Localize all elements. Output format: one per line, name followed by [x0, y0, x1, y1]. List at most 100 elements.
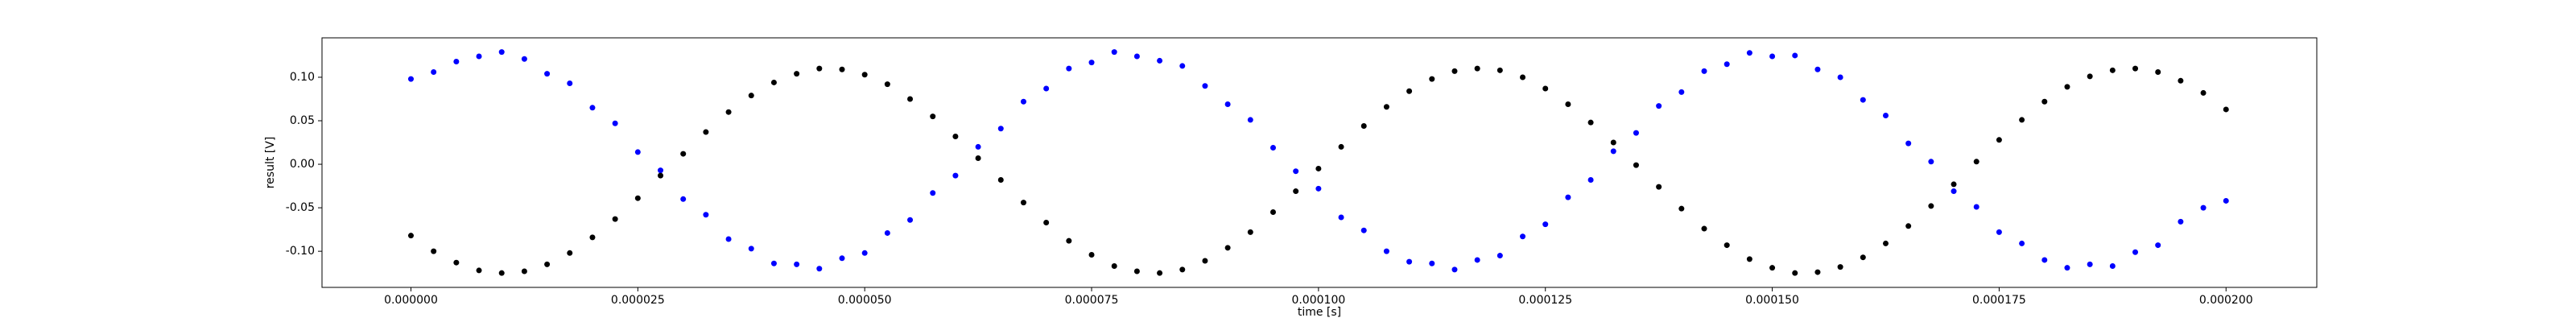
scatter-point [1837, 264, 1843, 270]
scatter-point [1451, 266, 1458, 273]
scatter-point [975, 143, 981, 150]
scatter-point [658, 172, 664, 179]
x-tick-label: 0.000025 [611, 294, 665, 307]
scatter-point [498, 49, 505, 56]
x-tick-label: 0.000175 [1972, 294, 2026, 307]
scatter-point [1202, 258, 1208, 264]
scatter-point [2155, 68, 2161, 75]
scatter-point [839, 255, 845, 262]
scatter-point [1656, 103, 1662, 109]
scatter-point [930, 114, 936, 120]
x-axis-label: time [s] [1298, 306, 1341, 319]
scatter-point [1814, 66, 1821, 72]
scatter-point [1928, 203, 1934, 209]
scatter-point [1860, 254, 1866, 261]
scatter-point [794, 71, 800, 77]
scatter-point [839, 66, 845, 72]
scatter-point [997, 126, 1004, 132]
scatter-point [1542, 85, 1549, 92]
scatter-point [1724, 242, 1730, 249]
scatter-point [1429, 76, 1435, 82]
scatter-point [2019, 240, 2025, 246]
scatter-point [431, 248, 437, 254]
plot-frame [321, 37, 2318, 288]
scatter-point [1406, 258, 1413, 265]
scatter-point [2223, 106, 2229, 113]
scatter-point [1383, 104, 1389, 110]
x-tick-label: 0.000000 [384, 294, 438, 307]
scatter-point [680, 151, 687, 157]
scatter-point [1224, 245, 1231, 251]
y-tick-label: -0.10 [286, 245, 315, 258]
scatter-point [634, 149, 641, 155]
scatter-point [2109, 263, 2116, 270]
y-tick-label: -0.05 [286, 201, 315, 214]
scatter-point [1020, 200, 1026, 206]
scatter-point [1133, 53, 1140, 60]
scatter-point [589, 234, 596, 241]
scatter-point [1610, 139, 1616, 146]
scatter-point [1996, 229, 2002, 235]
scatter-point [1769, 53, 1776, 60]
scatter-point [1202, 83, 1208, 89]
scatter-point [816, 65, 823, 72]
scatter-point [407, 76, 414, 82]
scatter-point [1724, 61, 1730, 68]
scatter-point [1746, 50, 1752, 56]
scatter-point [1179, 266, 1186, 273]
scatter-point [1951, 188, 1957, 195]
scatter-point [997, 177, 1004, 184]
scatter-point [1111, 49, 1117, 56]
scatter-point [1882, 240, 1889, 246]
scatter-point [1224, 101, 1231, 107]
scatter-point [725, 109, 732, 115]
scatter-point [1429, 260, 1435, 266]
scatter-point [1270, 145, 1277, 151]
scatter-point [1542, 221, 1549, 228]
scatter-point [1043, 85, 1050, 92]
scatter-point [1587, 119, 1594, 126]
scatter-point [2064, 84, 2070, 90]
scatter-point [1701, 68, 1707, 74]
scatter-point [1247, 229, 1253, 235]
x-tick-label: 0.000125 [1518, 294, 1572, 307]
scatter-point [431, 68, 437, 75]
scatter-point [861, 72, 868, 78]
scatter-point [476, 53, 482, 60]
scatter-point [567, 80, 573, 87]
scatter-point [1088, 251, 1095, 258]
scatter-point [2087, 73, 2093, 80]
scatter-point [1157, 57, 1163, 64]
scatter-point [1293, 168, 1299, 175]
scatter-point [703, 129, 709, 135]
scatter-point [748, 246, 754, 252]
scatter-point [1882, 113, 1889, 119]
scatter-point [725, 236, 732, 242]
scatter-point [521, 268, 527, 275]
scatter-point [1338, 214, 1344, 221]
scatter-point [1973, 204, 1979, 210]
scatter-point [2064, 265, 2070, 271]
scatter-point [544, 71, 551, 77]
scatter-point [2178, 77, 2184, 84]
scatter-point [2178, 218, 2184, 225]
scatter-point [1565, 194, 1571, 200]
scatter-point [1769, 265, 1776, 271]
scatter-point [703, 212, 709, 218]
scatter-point [1633, 162, 1639, 168]
scatter-point [794, 261, 800, 267]
scatter-point [2132, 249, 2139, 255]
x-tick-label: 0.000150 [1745, 294, 1799, 307]
scatter-point [1496, 67, 1503, 73]
scatter-point [1814, 269, 1821, 275]
scatter-point [521, 56, 527, 62]
scatter-point [1179, 63, 1186, 69]
scatter-point [1157, 270, 1163, 276]
y-tick-label: 0.00 [290, 158, 315, 171]
scatter-point [2019, 117, 2025, 123]
scatter-point [1406, 88, 1413, 94]
scatter-point [1905, 140, 1912, 147]
scatter-point [634, 195, 641, 201]
